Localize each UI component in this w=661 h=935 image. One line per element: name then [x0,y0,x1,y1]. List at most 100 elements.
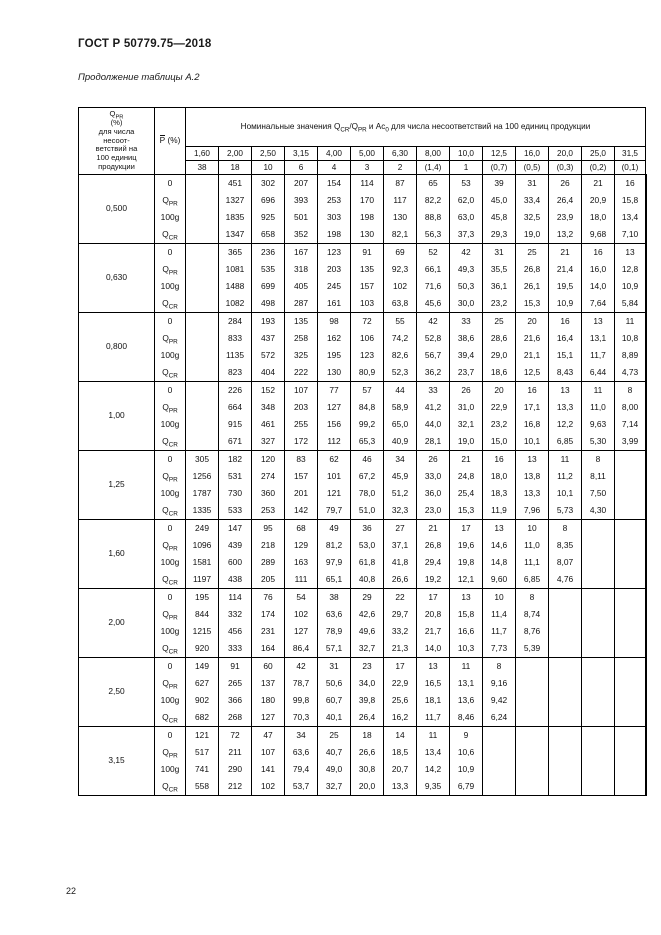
data-cell: 45,8 [482,209,516,226]
data-cell: 451 [218,174,252,192]
row-label-cell: QPR [154,261,186,278]
data-cell: 55 [383,312,417,330]
row-label-cell: QPR [154,192,186,209]
empty-cell [185,192,219,209]
col-header-16.0: 16,0 [515,146,549,161]
empty-cell [645,744,647,761]
row-label-100g: 100g [160,625,180,636]
data-cell: 7,10 [614,226,646,244]
data-cell: 45,9 [383,468,417,485]
data-cell: 127 [317,399,351,416]
empty-cell [482,726,516,744]
data-cell: 41,2 [416,399,450,416]
data-cell: 164 [251,640,285,658]
data-cell: 19,0 [515,226,549,244]
data-cell: 25,4 [449,485,483,502]
empty-cell [185,312,219,330]
data-cell: 33 [416,381,450,399]
data-cell: 63,6 [317,606,351,623]
empty-cell [614,588,646,606]
data-cell: 30,0 [449,295,483,313]
row-label-cell: 0 [154,450,186,468]
data-cell: 535 [251,261,285,278]
row-label-qpr: QPR [162,608,178,622]
data-cell: 79,4 [284,761,318,778]
data-cell: 135 [350,261,384,278]
data-cell: 45,6 [416,295,450,313]
data-cell: 20 [515,312,549,330]
data-cell: 195 [317,347,351,364]
ac-value-14: (0,1) [614,160,646,175]
data-cell: 925 [251,209,285,226]
row-label-qpr: QPR [162,746,178,760]
row-label-qcr: QCR [162,366,178,380]
header-pbar-symbol: P [159,135,166,146]
data-cell: 129 [284,537,318,554]
data-cell: 21 [449,450,483,468]
data-cell: 18 [350,726,384,744]
data-cell: 11 [614,312,646,330]
data-cell: 558 [185,778,219,796]
data-cell: 14,8 [482,554,516,571]
table-row: 100g 1581 600 289 163 97,9 61,8 41,8 29,4 19,8 14,… [79,554,647,571]
empty-cell [548,709,582,727]
data-cell: 52 [416,243,450,261]
data-cell: 6,85 [548,433,582,451]
data-cell: 161 [317,295,351,313]
empty-cell [581,554,615,571]
empty-cell [645,261,647,278]
data-cell: 19,0 [449,433,483,451]
data-cell: 226 [218,381,252,399]
data-cell: 1135 [218,347,252,364]
data-cell: 9,63 [581,416,615,433]
row-label-qpr: QPR [162,539,178,553]
ac-value-11: (0,5) [515,160,549,175]
data-cell: 287 [284,295,318,313]
data-cell: 180 [251,692,285,709]
data-cell: 40,9 [383,433,417,451]
col-header-31.5: 31,5 [614,146,646,161]
table-row: QPR 833 437 258 162 106 74,2 52,8 38,6 28,6 21,6 16… [79,330,647,347]
data-cell: 23,2 [482,416,516,433]
data-cell: 7,14 [614,416,646,433]
data-cell: 17 [449,519,483,537]
data-cell: 49,6 [350,623,384,640]
data-cell: 5,84 [614,295,646,313]
data-cell: 112 [317,433,351,451]
data-cell: 114 [350,174,384,192]
data-cell: 157 [284,468,318,485]
data-cell: 7,96 [515,502,549,520]
data-cell: 348 [251,399,285,416]
empty-cell [482,744,516,761]
table-header: QPR (%) для числа несоот- ветствий на 10… [78,107,647,175]
data-cell: 26 [416,450,450,468]
row-label-qcr: QCR [162,573,178,587]
data-cell: 22 [383,588,417,606]
empty-cell [548,778,582,796]
col-header-12.5: 12,5 [482,146,516,161]
data-cell: 393 [284,192,318,209]
data-cell: 303 [317,209,351,226]
empty-cell [645,588,647,606]
empty-cell [185,174,219,192]
data-cell: 22,9 [383,675,417,692]
empty-cell [515,709,549,727]
data-cell: 61,8 [350,554,384,571]
data-cell: 156 [317,416,351,433]
empty-cell [548,623,582,640]
data-cell: 438 [218,571,252,589]
data-cell: 255 [284,416,318,433]
data-cell: 31 [515,174,549,192]
row-label-qpr: QPR [162,263,178,277]
row-label-cell: 100g [154,209,186,226]
col-header-1.60: 1,60 [185,146,219,161]
data-cell: 823 [218,364,252,382]
data-cell: 20 [482,381,516,399]
row-label-qcr: QCR [162,297,178,311]
data-cell: 37,3 [449,226,483,244]
table-row: 1,25 0 305 182 120 83 62 46 34 26 21 16 13 11 8 [78,450,647,520]
empty-cell [581,657,615,675]
header-qpr-column: QPR (%) для числа несоот- ветствий на 10… [78,107,155,175]
data-cell: 218 [251,537,285,554]
empty-cell [581,761,615,778]
